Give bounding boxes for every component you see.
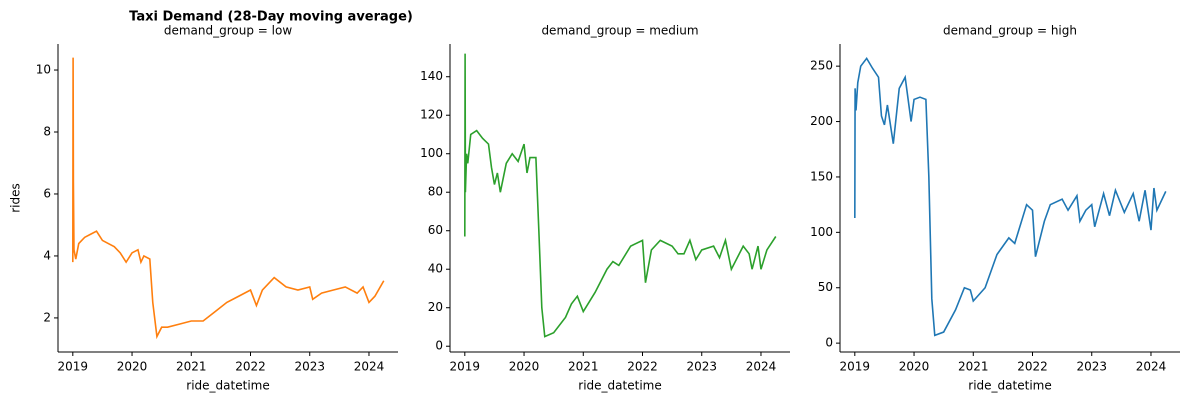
x-tick-label: 2021	[958, 360, 989, 374]
y-tick-label: 2	[43, 310, 51, 324]
y-tick-label: 0	[825, 336, 833, 350]
y-tick-label: 200	[810, 114, 833, 128]
x-tick-label: 2019	[840, 360, 871, 374]
x-tick-label: 2023	[1076, 360, 1107, 374]
y-tick-label: 80	[428, 185, 443, 199]
x-axis-label: ride_datetime	[968, 379, 1051, 393]
y-tick-label: 50	[818, 280, 833, 294]
x-tick-label: 2020	[899, 360, 930, 374]
x-tick-label: 2020	[117, 360, 148, 374]
y-tick-label: 140	[420, 69, 443, 83]
x-axis-label: ride_datetime	[186, 379, 269, 393]
x-tick-label: 2019	[450, 360, 481, 374]
x-tick-label: 2020	[509, 360, 540, 374]
y-tick-label: 150	[810, 169, 833, 183]
x-tick-label: 2022	[627, 360, 658, 374]
x-tick-label: 2023	[294, 360, 325, 374]
data-line	[72, 57, 385, 340]
panel-title: demand_group = high	[943, 24, 1077, 38]
y-tick-label: 60	[428, 223, 443, 237]
x-tick-label: 2024	[354, 360, 385, 374]
y-tick-label: 100	[420, 146, 443, 160]
x-tick-label: 2021	[176, 360, 207, 374]
y-tick-label: 8	[43, 125, 51, 139]
y-tick-label: 100	[810, 225, 833, 239]
y-tick-label: 4	[43, 248, 51, 262]
x-tick-label: 2021	[568, 360, 599, 374]
data-line	[464, 53, 777, 338]
x-tick-label: 2023	[686, 360, 717, 374]
y-axis-label: rides	[9, 183, 23, 213]
y-tick-label: 120	[420, 108, 443, 122]
x-axis-label: ride_datetime	[578, 379, 661, 393]
x-tick-label: 2022	[1017, 360, 1048, 374]
x-tick-label: 2024	[1136, 360, 1167, 374]
x-tick-label: 2022	[235, 360, 266, 374]
y-tick-label: 40	[428, 262, 443, 276]
y-tick-label: 6	[43, 186, 51, 200]
data-line	[854, 56, 1167, 337]
x-tick-label: 2024	[746, 360, 777, 374]
figure-title: Taxi Demand (28-Day moving average)	[129, 10, 413, 25]
x-tick-label: 2019	[58, 360, 89, 374]
y-tick-label: 10	[36, 63, 51, 77]
panel-title: demand_group = low	[164, 24, 292, 38]
panel-title: demand_group = medium	[541, 24, 698, 38]
y-tick-label: 20	[428, 300, 443, 314]
y-tick-label: 0	[435, 339, 443, 353]
y-tick-label: 250	[810, 59, 833, 73]
